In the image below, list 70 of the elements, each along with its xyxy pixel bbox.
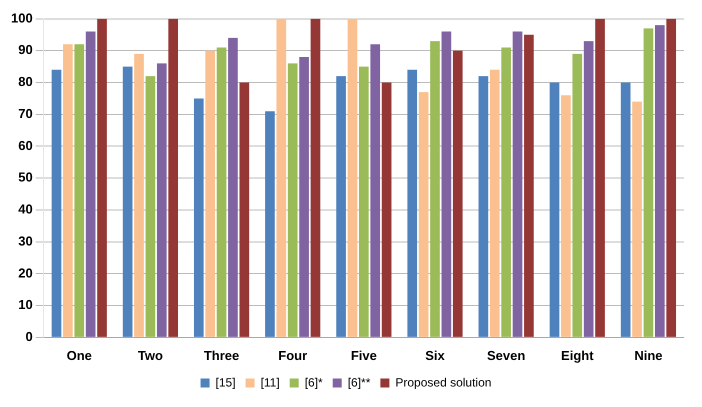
bar <box>134 54 144 337</box>
bar <box>86 32 96 337</box>
bar <box>97 18 107 337</box>
bar <box>654 25 665 337</box>
bar <box>336 76 346 337</box>
bar <box>310 18 320 337</box>
y-tick-label: 10 <box>18 297 33 312</box>
bar <box>156 63 167 337</box>
bar <box>644 28 654 337</box>
bar <box>524 34 534 337</box>
bar <box>63 44 73 337</box>
bar <box>146 76 156 337</box>
bar <box>561 95 571 337</box>
bar <box>168 18 178 337</box>
bar <box>122 66 132 337</box>
bar <box>442 32 452 337</box>
bar <box>265 111 275 337</box>
bar <box>501 47 511 337</box>
bar <box>550 82 560 337</box>
y-tick-label: 90 <box>18 42 33 58</box>
y-tick-label: 80 <box>18 74 33 90</box>
bar <box>572 54 582 337</box>
bar <box>228 38 238 337</box>
x-tick-label: Nine <box>634 348 663 363</box>
x-tick-label: Seven <box>486 348 526 363</box>
x-tick-label: Two <box>138 348 163 363</box>
bar <box>666 18 676 337</box>
bar <box>595 18 605 337</box>
bar <box>430 41 440 337</box>
y-tick-label: 40 <box>18 202 33 217</box>
bar <box>478 76 488 337</box>
bar <box>74 44 84 337</box>
bar <box>407 70 418 337</box>
x-tick-label: Five <box>350 348 377 363</box>
x-tick-label: Three <box>204 348 240 363</box>
bar <box>288 63 298 337</box>
x-tick-label: Eight <box>561 348 594 363</box>
bar <box>452 50 463 337</box>
bar <box>632 102 642 337</box>
bar <box>584 41 594 337</box>
bar <box>205 50 216 337</box>
bar <box>620 82 630 337</box>
bar <box>299 57 309 337</box>
y-tick-label: 60 <box>18 138 33 153</box>
bar <box>52 70 62 337</box>
bar <box>239 82 250 337</box>
x-tick-label: Four <box>278 348 308 363</box>
legend-label: Proposed solution <box>395 375 492 390</box>
bar <box>359 66 369 337</box>
legend-label: [15] <box>216 375 236 390</box>
bar <box>194 98 204 337</box>
bar <box>418 92 428 337</box>
y-tick-label: 30 <box>18 233 33 248</box>
legend-label: [6]* <box>304 375 324 390</box>
bar <box>370 44 380 337</box>
bar <box>490 70 500 337</box>
x-tick-label: One <box>66 348 92 363</box>
y-tick-label: 100 <box>10 10 33 26</box>
bar <box>382 82 392 337</box>
y-tick-label: 0 <box>25 328 33 344</box>
y-tick-label: 70 <box>18 106 33 121</box>
y-tick-label: 50 <box>18 170 33 185</box>
bar <box>348 18 358 337</box>
y-tick-label: 20 <box>18 265 33 280</box>
bar <box>276 18 286 337</box>
legend-label: [11] <box>260 375 280 390</box>
bar <box>216 47 226 337</box>
legend-label: [6]** <box>348 375 371 390</box>
x-tick-label: Six <box>425 348 446 363</box>
bar <box>512 32 522 337</box>
